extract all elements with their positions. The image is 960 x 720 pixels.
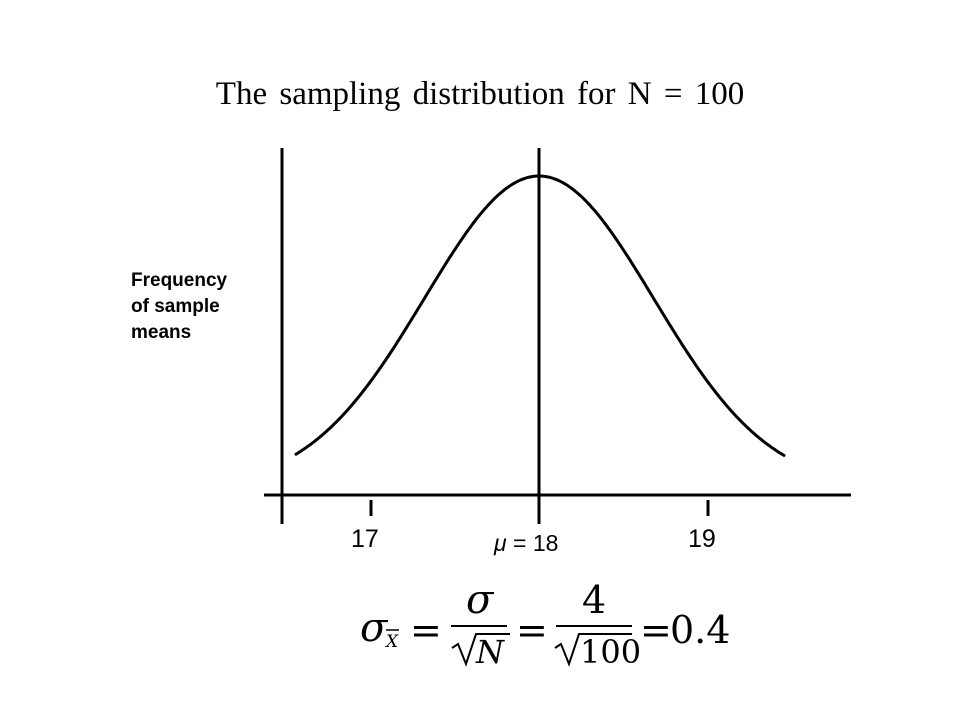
y-axis-label-line-3: means xyxy=(131,322,192,343)
y-axis-label-line-1: Frequency xyxy=(131,270,228,291)
formula-equals-1: = xyxy=(410,608,442,652)
mu-symbol: μ xyxy=(494,530,507,556)
y-axis-label-line-2: of sample xyxy=(131,296,220,317)
formula-lhs-sigma: σ xyxy=(360,605,389,651)
mean-label: μ = 18 xyxy=(494,530,558,557)
slide-title: The sampling distribution for N = 100 xyxy=(215,76,745,112)
x-tick-label-17: 17 xyxy=(351,525,379,553)
normal-curve xyxy=(294,174,786,457)
formula-denominator-n: N xyxy=(475,633,505,671)
y-axis-label: Frequency of sample means xyxy=(131,268,281,346)
x-tick-label-19: 19 xyxy=(688,525,716,553)
formula-result: 0.4 xyxy=(670,608,730,652)
formula-equals-2: = xyxy=(516,608,548,652)
formula-sqrt-sign-2 xyxy=(554,633,632,667)
formula-denominator-100: 100 xyxy=(580,633,641,671)
formula-sqrt-sign-1 xyxy=(451,633,510,667)
mean-equals: = xyxy=(506,530,533,556)
mean-value: 18 xyxy=(532,530,559,556)
formula-numerator-4: 4 xyxy=(582,578,606,622)
formula-lhs-subscript: X xyxy=(384,632,399,652)
formula-equals-3: = xyxy=(640,608,672,652)
formula-numerator-sigma: σ xyxy=(466,577,495,623)
